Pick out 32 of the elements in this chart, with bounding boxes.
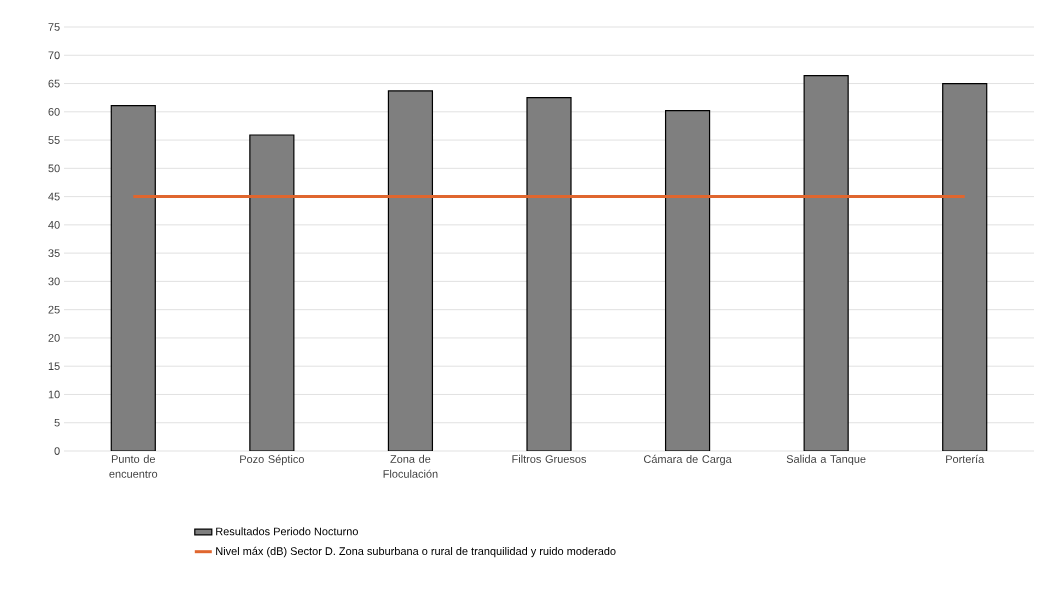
y-tick-label: 50	[48, 164, 60, 173]
x-tick-label: Punto de encuentro	[109, 454, 158, 478]
y-tick-label: 10	[48, 390, 60, 399]
bar	[942, 82, 988, 451]
x-tick-label: Filtros Gruesos	[512, 454, 587, 463]
bar	[249, 134, 295, 451]
legend-label: Nivel máx (dB) Sector D. Zona suburbana o rural de tranquilidad y ruido moderado	[216, 546, 616, 558]
y-tick-label: 55	[48, 136, 60, 144]
bar	[664, 110, 711, 451]
y-tick-label: 70	[48, 51, 60, 60]
bar	[387, 90, 434, 451]
y-tick-label: 5	[54, 418, 60, 427]
y-tick-label: 40	[48, 221, 60, 229]
x-tick-label: Portería	[946, 454, 985, 464]
bar	[110, 104, 156, 451]
x-tick-label: Pozo Séptico	[240, 454, 304, 466]
y-tick-label: 25	[48, 305, 60, 314]
bar	[526, 97, 572, 451]
y-tick-label: 45	[48, 192, 60, 201]
x-tick-label: Salida a Tanque	[786, 454, 866, 466]
x-tick-label: Cámara de Carga	[643, 454, 732, 466]
y-tick-label: 0	[54, 447, 60, 455]
legend-label: Resultados Periodo Nocturno	[216, 527, 358, 536]
y-tick-label: 20	[48, 334, 60, 342]
y-tick-label: 15	[48, 362, 60, 371]
y-tick-label: 65	[48, 79, 60, 88]
x-tick-label: Zona de Floculación	[383, 454, 438, 478]
y-tick-label: 60	[48, 107, 60, 116]
y-tick-label: 35	[48, 249, 60, 258]
y-tick-label: 30	[48, 277, 60, 286]
y-tick-label: 75	[48, 23, 60, 31]
bar	[803, 75, 849, 451]
